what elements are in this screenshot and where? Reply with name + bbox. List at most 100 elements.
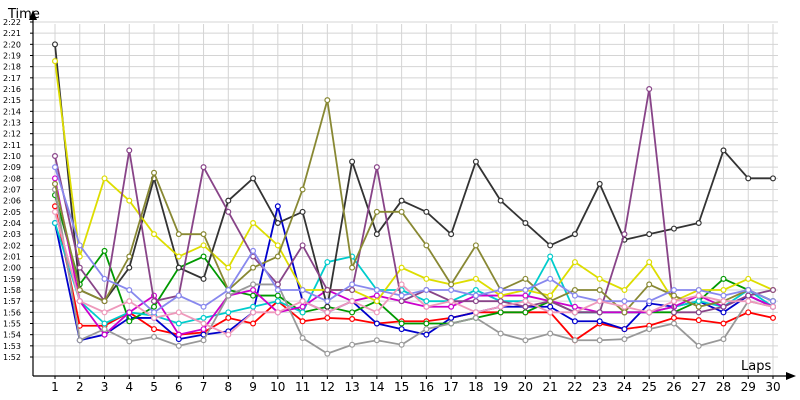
data-point — [151, 303, 158, 310]
series-line — [54, 194, 774, 325]
data-point — [324, 314, 331, 321]
data-point — [745, 287, 752, 294]
x-tick-label: 1 — [51, 380, 59, 394]
data-point — [349, 281, 356, 288]
data-point — [522, 298, 529, 305]
x-tick-label: 15 — [394, 380, 409, 394]
data-point — [745, 275, 752, 282]
data-point — [621, 309, 628, 316]
y-tick-label: 1:59 — [3, 275, 21, 284]
series-12 — [51, 208, 776, 338]
y-tick-labels: 1:52 1:53 1:54 1:55 1:56 1:57 1:58 1:59 2:00 2:01… — [3, 18, 33, 362]
data-point — [200, 231, 207, 238]
data-point — [695, 303, 702, 310]
y-tick-label: 2:11 — [3, 141, 21, 150]
data-point — [175, 331, 182, 338]
data-point — [126, 287, 133, 294]
data-point — [695, 287, 702, 294]
x-tick-label: 6 — [175, 380, 183, 394]
x-tick-label: 29 — [741, 380, 756, 394]
y-tick-label: 2:06 — [3, 197, 21, 206]
series-8 — [51, 58, 776, 305]
data-point — [571, 309, 578, 316]
data-point — [596, 298, 603, 305]
y-tick-label: 2:16 — [3, 85, 21, 94]
y-tick-label: 2:07 — [3, 186, 21, 195]
data-point — [547, 253, 554, 260]
data-point — [225, 287, 232, 294]
data-point — [769, 303, 776, 310]
data-point — [423, 320, 430, 327]
data-point — [200, 314, 207, 321]
data-point — [497, 303, 504, 310]
data-point — [101, 275, 108, 282]
data-point — [349, 158, 356, 165]
data-point — [299, 335, 306, 342]
data-point — [349, 287, 356, 294]
data-point — [571, 259, 578, 266]
data-point — [324, 350, 331, 357]
data-point — [448, 298, 455, 305]
data-point — [472, 242, 479, 249]
data-point — [497, 287, 504, 294]
y-tick-label: 2:05 — [3, 208, 21, 217]
data-point — [670, 292, 677, 299]
data-point — [126, 309, 133, 316]
data-point — [448, 287, 455, 294]
data-point — [299, 303, 306, 310]
series-line — [54, 206, 774, 342]
data-point — [126, 147, 133, 154]
x-tick-label: 7 — [200, 380, 208, 394]
data-point — [596, 309, 603, 316]
data-point — [274, 220, 281, 227]
data-point — [720, 320, 727, 327]
y-tick-label: 2:13 — [3, 119, 21, 128]
data-point — [51, 220, 58, 227]
x-axis-label: Laps — [741, 359, 771, 374]
data-point — [448, 320, 455, 327]
data-point — [151, 169, 158, 176]
data-point — [373, 337, 380, 344]
data-point — [101, 298, 108, 305]
x-tick-label: 18 — [468, 380, 483, 394]
data-point — [571, 337, 578, 344]
data-point — [670, 314, 677, 321]
data-point — [225, 331, 232, 338]
data-point — [324, 97, 331, 104]
data-point — [472, 309, 479, 316]
data-point — [200, 326, 207, 333]
data-point — [720, 309, 727, 316]
data-point — [621, 298, 628, 305]
data-point — [200, 337, 207, 344]
data-point — [472, 158, 479, 165]
data-point — [398, 292, 405, 299]
data-point — [522, 292, 529, 299]
x-tick-label: 3 — [101, 380, 109, 394]
data-point — [151, 298, 158, 305]
data-point — [200, 242, 207, 249]
data-point — [151, 309, 158, 316]
y-tick-label: 1:54 — [3, 331, 21, 340]
data-point — [299, 309, 306, 316]
data-point — [670, 287, 677, 294]
data-point — [522, 220, 529, 227]
data-point — [720, 275, 727, 282]
data-point — [76, 264, 83, 271]
data-point — [497, 309, 504, 316]
data-point — [398, 281, 405, 288]
series-line — [54, 211, 774, 336]
y-tick-label: 2:03 — [3, 230, 21, 239]
data-point — [51, 58, 58, 65]
data-point — [126, 338, 133, 345]
y-tick-label: 2:10 — [3, 152, 21, 161]
data-point — [720, 336, 727, 343]
data-point — [51, 180, 58, 187]
data-point — [76, 337, 83, 344]
data-point — [596, 180, 603, 187]
data-point — [596, 275, 603, 282]
data-point — [423, 331, 430, 338]
data-point — [720, 287, 727, 294]
data-point — [423, 287, 430, 294]
data-point — [621, 231, 628, 238]
x-axis-arrow — [786, 372, 796, 380]
